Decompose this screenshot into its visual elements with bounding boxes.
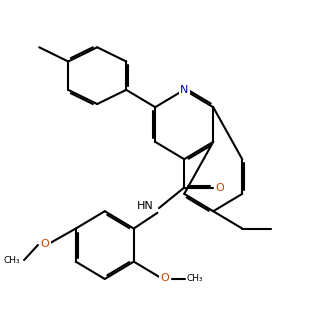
- Text: O: O: [160, 273, 169, 283]
- Text: O: O: [216, 183, 225, 193]
- Text: O: O: [41, 239, 50, 249]
- Text: HN: HN: [136, 202, 153, 212]
- Text: CH₃: CH₃: [187, 274, 203, 283]
- Text: CH₃: CH₃: [4, 256, 20, 264]
- Text: N: N: [180, 85, 188, 95]
